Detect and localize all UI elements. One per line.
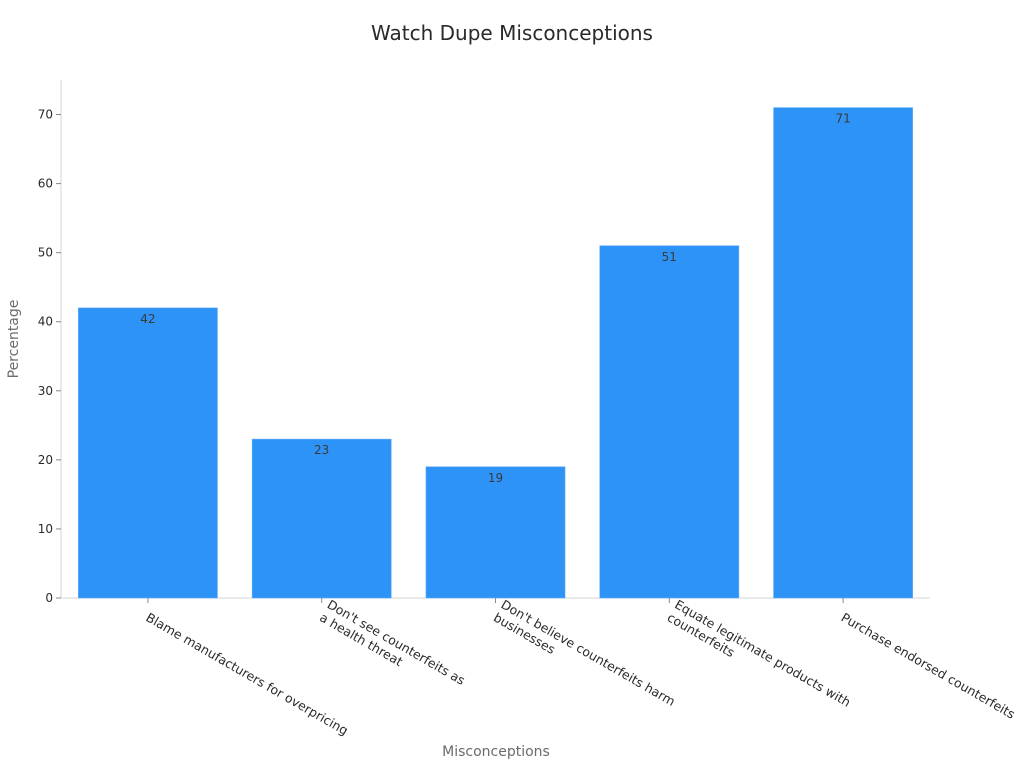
bar <box>78 307 218 599</box>
y-tick-label: 50 <box>38 246 53 260</box>
x-tick-label-line: Equate legitimate products with <box>672 597 853 710</box>
bar-value-label: 19 <box>488 471 503 485</box>
x-tick-label-line: Blame manufacturers for overpricing <box>143 610 351 738</box>
bar-value-label: 71 <box>835 112 850 126</box>
bar <box>251 438 392 599</box>
x-axis <box>61 597 930 603</box>
y-axis-title: Percentage <box>6 300 22 379</box>
x-tick-label-line: Don't see counterfeits as <box>325 597 468 688</box>
x-tick-label-line: Don't believe counterfeits harm <box>499 597 678 709</box>
x-tick-label: Purchase endorsed counterfeits <box>839 610 1018 722</box>
y-tick-label: 10 <box>38 522 53 536</box>
y-axis: 0 10 20 30 40 50 60 70 <box>38 80 62 605</box>
bar-value-label: 23 <box>314 443 329 457</box>
bar <box>599 245 740 599</box>
x-tick-label: Equate legitimate products withcounterfe… <box>665 597 854 710</box>
y-tick-label: 30 <box>38 384 53 398</box>
bar <box>773 107 913 599</box>
bar-value-label: 42 <box>140 312 155 326</box>
bar-value-label: 51 <box>662 250 677 264</box>
y-tick-label: 20 <box>38 453 53 467</box>
chart-title: Watch Dupe Misconceptions <box>371 21 653 45</box>
x-axis-title: Misconceptions <box>442 744 550 760</box>
bars-group <box>78 107 913 599</box>
x-tick-labels-group: Blame manufacturers for overpricingDon't… <box>143 597 1017 738</box>
x-tick-label: Don't believe counterfeits harmbusinesse… <box>491 597 678 709</box>
y-tick-label: 70 <box>38 108 53 122</box>
x-tick-label: Don't see counterfeits asa health threat <box>317 597 468 688</box>
x-tick-label-line: Purchase endorsed counterfeits <box>839 610 1018 722</box>
y-tick-label: 0 <box>45 591 53 605</box>
y-tick-label: 60 <box>38 177 53 191</box>
bar <box>425 466 566 599</box>
x-tick-label: Blame manufacturers for overpricing <box>143 610 351 738</box>
y-tick-label: 40 <box>38 315 53 329</box>
data-labels-group: 42 23 19 51 71 <box>140 112 850 485</box>
